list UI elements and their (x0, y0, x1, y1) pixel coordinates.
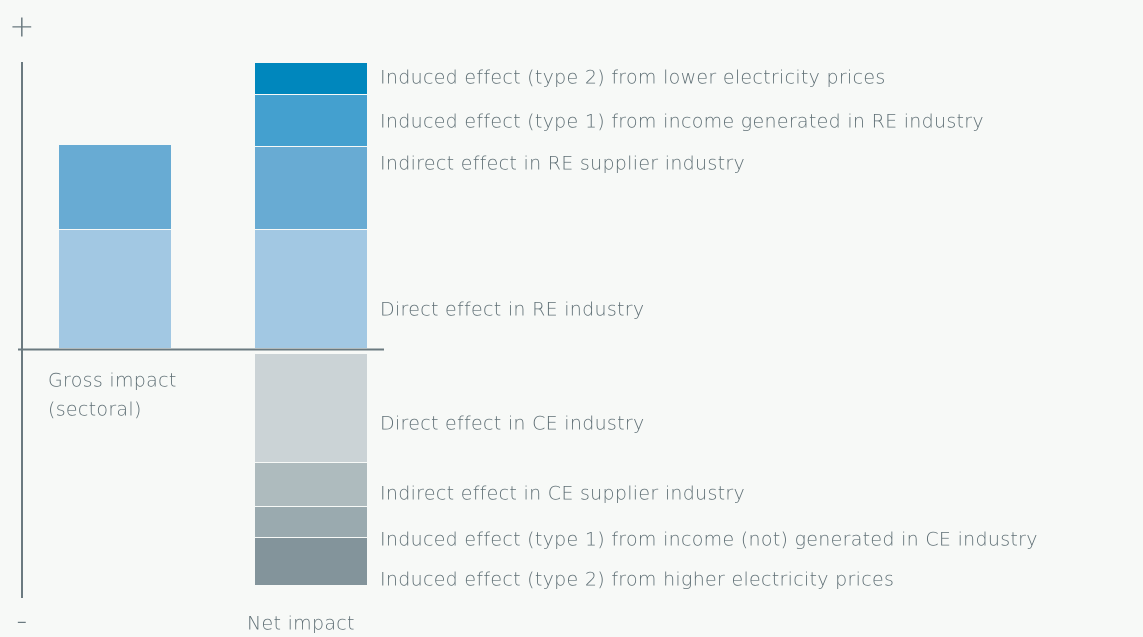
segment (255, 538, 367, 585)
segment (255, 354, 367, 462)
bar-label: Net impact (247, 613, 355, 635)
bar-label: (sectoral) (48, 399, 142, 421)
segment-label: Indirect effect in RE supplier industry (380, 153, 745, 175)
segment-label: Induced effect (type 1) from income gene… (380, 111, 984, 133)
segment (255, 463, 367, 506)
segment-label: Induced effect (type 2) from higher elec… (380, 569, 894, 591)
segment (59, 230, 171, 348)
segment (255, 230, 367, 348)
segment-label: Indirect effect in CE supplier industry (380, 483, 745, 505)
segment (59, 145, 171, 229)
bar-label: Gross impact (48, 370, 177, 392)
segment (255, 95, 367, 146)
segment (255, 147, 367, 229)
segment-label: Direct effect in CE industry (380, 413, 645, 435)
segment-label: Induced effect (type 2) from lower elect… (380, 67, 886, 89)
segment (255, 507, 367, 537)
segment (255, 63, 367, 94)
segment-label: Induced effect (type 1) from income (not… (380, 529, 1038, 551)
plus-sign: + (9, 10, 34, 45)
segment-label: Direct effect in RE industry (380, 299, 644, 321)
minus-sign: - (16, 604, 27, 637)
